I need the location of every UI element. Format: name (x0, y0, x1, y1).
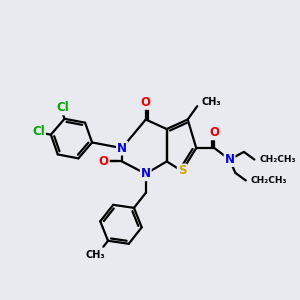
Text: CH₂CH₃: CH₂CH₃ (250, 176, 287, 185)
Text: N: N (117, 142, 127, 154)
Text: O: O (141, 96, 151, 109)
Text: Cl: Cl (32, 125, 45, 139)
Text: Cl: Cl (56, 101, 69, 114)
Text: CH₂CH₃: CH₂CH₃ (259, 155, 296, 164)
Text: S: S (178, 164, 186, 178)
Text: CH₃: CH₃ (86, 250, 106, 260)
Text: N: N (141, 167, 151, 180)
Text: CH₃: CH₃ (202, 98, 222, 107)
Text: O: O (209, 126, 219, 140)
Text: N: N (225, 153, 235, 166)
Text: O: O (99, 155, 109, 168)
